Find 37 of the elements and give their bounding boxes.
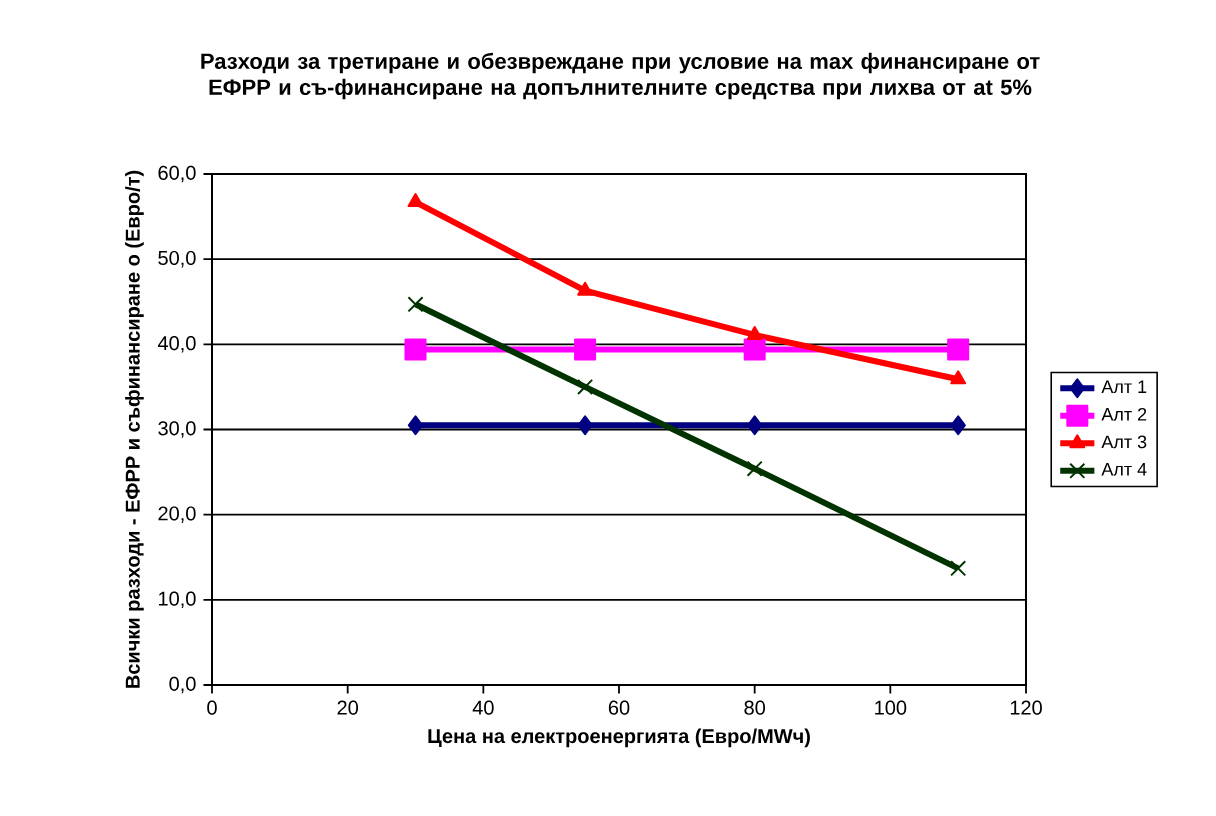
x-tick-label: 120: [1010, 700, 1042, 715]
legend-label: Алт 1: [1101, 380, 1147, 394]
point: [577, 281, 594, 296]
point: [746, 415, 763, 436]
y-tick-label: 20,0: [158, 506, 196, 523]
y-tick-label: 0,0: [169, 676, 196, 694]
point: [407, 415, 424, 436]
point: [577, 415, 593, 436]
x-tick-label: 100: [875, 700, 907, 715]
y-tick-label: 60,0: [158, 165, 196, 183]
x-tick-label: 40: [472, 700, 494, 715]
point: [404, 338, 427, 361]
x-tick-label: 60: [608, 700, 630, 715]
point: [746, 460, 763, 477]
x-axis-title: Цена на електроенергията (Евро/MWч): [428, 728, 810, 748]
point: [574, 338, 597, 361]
x-tick-label: 20: [337, 700, 359, 715]
x-tick-label: 0: [207, 700, 217, 715]
chart-title: Разходи за третиране и обезвреждане при условие на max финансиране от ЕФРР и съ-финансиране на допълнителните средства при лихва от at 5%: [201, 52, 1040, 100]
legend-label: Алт 4: [1101, 463, 1147, 476]
point: [950, 370, 967, 385]
point: [950, 415, 966, 436]
point: [577, 378, 594, 395]
point: [407, 296, 424, 313]
legend-label: Алт 3: [1101, 435, 1147, 449]
y-tick-label: 10,0: [159, 591, 196, 609]
y-tick-label: 30,0: [158, 421, 196, 438]
y-axis-title: Всички разходи - ЕФРР и съфинансиране о (Евро/т): [125, 170, 144, 688]
x-tick-label: 80: [744, 700, 766, 715]
point: [407, 193, 424, 208]
y-tick-label: 50,0: [158, 250, 196, 268]
y-tick-label: 40,0: [157, 336, 196, 353]
legend-label: Алт 2: [1101, 407, 1147, 421]
point: [947, 338, 970, 361]
point: [950, 560, 967, 577]
point: [743, 338, 766, 361]
point: [746, 325, 763, 340]
